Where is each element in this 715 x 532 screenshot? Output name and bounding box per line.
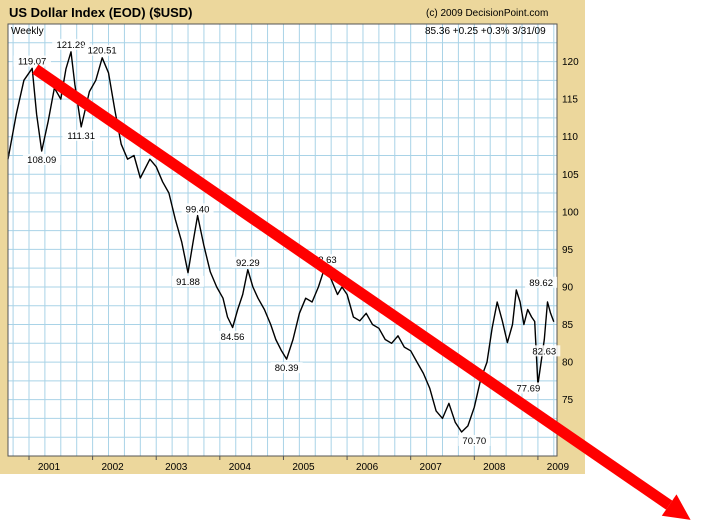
x-tick-label: 2001 — [38, 462, 61, 473]
last-quote-text: 85.36 +0.25 +0.3% 3/31/09 — [425, 26, 546, 37]
annotation-label: 92.63 — [313, 255, 337, 266]
annotation-bg — [181, 203, 214, 215]
x-tick-label: 2006 — [356, 462, 379, 473]
price-line-group — [7, 51, 555, 433]
x-tick-label: 2005 — [292, 462, 315, 473]
annotation-bg — [13, 55, 51, 67]
x-tick-label: 2003 — [165, 462, 188, 473]
annotation-bg — [512, 382, 545, 394]
annotation-label: 108.09 — [27, 155, 56, 166]
y-tick-label: 100 — [562, 207, 579, 218]
annotation-label: 84.56 — [221, 332, 245, 343]
downtrend-arrow-group — [32, 64, 691, 520]
annotation-label: 120.51 — [88, 46, 117, 57]
trend-arrow-shaft — [32, 64, 673, 510]
annotation-bg — [528, 345, 561, 357]
y-tick-label: 75 — [562, 395, 574, 406]
plot-border — [7, 23, 558, 457]
annotation-bg — [22, 154, 61, 166]
x-tick-label: 2007 — [420, 462, 443, 473]
annotation-label: 111.31 — [67, 131, 95, 142]
y-tick-label: 80 — [562, 358, 574, 369]
chart-title: US Dollar Index (EOD) ($USD) — [9, 5, 192, 20]
annotation-bg — [52, 38, 90, 50]
y-tick-label: 120 — [562, 57, 579, 68]
annotation-label: 121.29 — [56, 40, 85, 51]
y-tick-label: 105 — [562, 170, 579, 181]
annotation-label: 77.69 — [516, 383, 540, 394]
periodicity-label: Weekly — [11, 26, 44, 37]
annotation-label: 70.70 — [462, 436, 486, 447]
annotation-bg — [62, 129, 100, 141]
annotation-bg — [172, 275, 205, 287]
annotation-bg — [231, 256, 264, 268]
grid-lines — [8, 23, 557, 456]
annotation-bg — [308, 254, 341, 266]
annotation-label: 92.29 — [236, 258, 260, 269]
y-tick-label: 110 — [562, 132, 578, 143]
trend-arrow-head — [661, 494, 691, 520]
annotation-bg — [216, 330, 249, 342]
annotation-bg — [270, 362, 303, 374]
annotation-label: 82.63 — [532, 346, 556, 357]
annotation-label: 89.62 — [529, 278, 553, 289]
annotation-bg — [83, 44, 121, 56]
annotation-label: 119.07 — [18, 57, 46, 68]
price-line — [7, 51, 555, 433]
copyright-text: (c) 2009 DecisionPoint.com — [426, 8, 548, 19]
annotation-label: 91.88 — [176, 277, 200, 288]
annotation-label: 99.40 — [186, 204, 210, 215]
x-tick-label: 2004 — [229, 462, 252, 473]
annotation-bg — [458, 434, 491, 446]
x-axis-ticks: 2001 2002 2003 2004 2005 2006 2007 2008 2009 — [28, 456, 570, 473]
y-axis-ticks: 75 80 85 90 95 100 105 110 115 120 — [562, 57, 579, 406]
x-tick-label: 2008 — [483, 462, 506, 473]
y-tick-label: 90 — [562, 282, 574, 293]
y-tick-label: 85 — [562, 320, 574, 331]
annotation-label: 80.39 — [275, 363, 299, 374]
y-tick-label: 95 — [562, 245, 574, 256]
x-tick-label: 2002 — [101, 462, 124, 473]
x-tick-label: 2009 — [547, 462, 570, 473]
y-tick-label: 115 — [562, 95, 578, 106]
annotation-bg — [525, 276, 558, 288]
